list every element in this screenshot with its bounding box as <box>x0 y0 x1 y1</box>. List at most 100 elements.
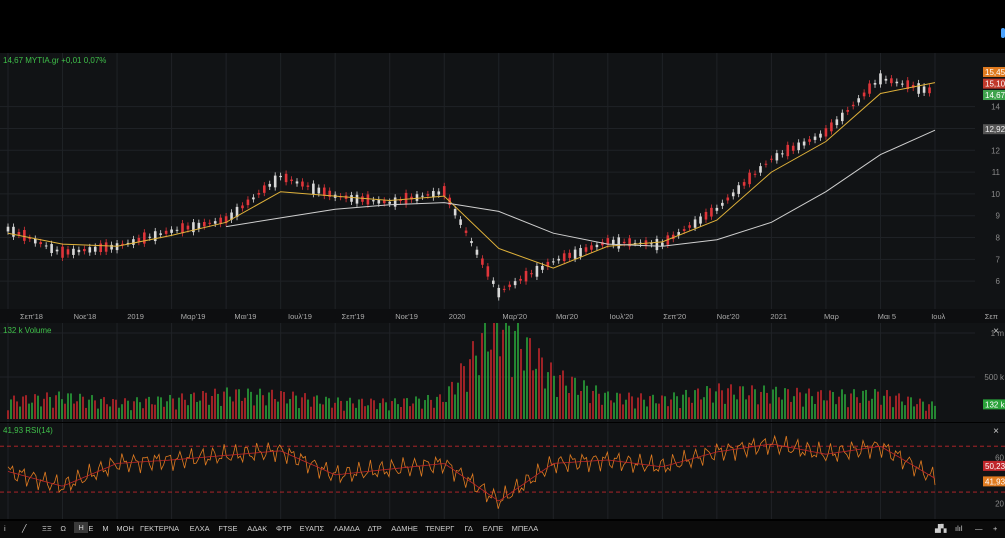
x-tick-label: Σεπ'19 <box>342 312 365 321</box>
toolbar-item[interactable]: ΕΥΑΠΣ <box>300 524 325 533</box>
toolbar-item[interactable]: FTSE <box>218 524 237 533</box>
toolbar-item[interactable]: Η <box>74 522 87 533</box>
volume-bar <box>463 366 465 419</box>
volume-bar <box>709 388 711 419</box>
volume-bar <box>88 400 90 419</box>
draw-line-icon[interactable]: ╱ <box>22 524 27 533</box>
candle-body <box>792 146 795 151</box>
volume-bar <box>754 389 756 419</box>
toolbar-item[interactable]: ΞΞ <box>42 524 52 533</box>
toolbar-item[interactable]: ΔΤΡ <box>368 524 382 533</box>
bars-icon[interactable]: ılıl <box>955 524 963 533</box>
volume-bar <box>406 398 408 419</box>
volume-bar <box>826 400 828 419</box>
toolbar-item[interactable]: ΓΔ <box>464 524 472 533</box>
candle-body <box>754 174 757 175</box>
volume-bar <box>658 404 660 419</box>
toolbar-item[interactable]: ΛΑΜΔΑ <box>334 524 360 533</box>
price-y-tick: 10 <box>991 190 1000 199</box>
volume-bar <box>10 399 12 419</box>
time-axis: Σεπ'18 Νοε'18 2019 Μαρ'19 Μαι'19 Ιουλ'19 Σεπ'1… <box>0 309 1005 323</box>
minus-icon[interactable]: — <box>975 524 983 533</box>
volume-bar <box>565 386 567 419</box>
candle-body <box>879 73 882 84</box>
volume-bar <box>103 397 105 419</box>
volume-bar <box>925 411 927 419</box>
volume-bar <box>148 397 150 419</box>
x-tick-label: Σεπ <box>985 312 998 321</box>
volume-bar <box>205 393 207 419</box>
volume-bar <box>832 392 834 419</box>
rsi-label: 50,23 <box>985 462 1005 471</box>
toolbar-item[interactable]: ΤΕΝΕΡΓ <box>425 524 454 533</box>
volume-bar <box>391 401 393 419</box>
volume-bar <box>607 391 609 419</box>
volume-bar <box>472 341 474 419</box>
toolbar-item[interactable]: Ω <box>60 524 66 533</box>
candle-body <box>808 139 811 142</box>
toolbar-item[interactable]: ΓΕΚΤΕΡΝΑ <box>140 524 179 533</box>
volume-bar <box>748 395 750 419</box>
volume-bar <box>181 393 183 419</box>
volume-bar <box>880 405 882 419</box>
ma200-label: 12,92 <box>985 125 1005 134</box>
volume-bar <box>919 399 921 419</box>
volume-bar <box>274 399 276 419</box>
volume-bar <box>541 358 543 419</box>
volume-bar <box>538 348 540 419</box>
toolbar-item[interactable]: ΦΤΡ <box>276 524 292 533</box>
candle-body <box>836 119 839 125</box>
toolbar-item[interactable]: ΕΛΧΑ <box>190 524 210 533</box>
crosshair-icon[interactable]: + <box>993 524 997 533</box>
candle-body <box>776 153 779 160</box>
x-tick-label: Ιουλ'19 <box>288 312 312 321</box>
volume-bar <box>784 388 786 419</box>
volume-bar <box>847 407 849 419</box>
candle-body <box>492 281 495 284</box>
volume-bar <box>625 400 627 419</box>
volume-bar <box>595 385 597 419</box>
scroll-handle[interactable] <box>1001 28 1005 38</box>
volume-bar <box>676 396 678 419</box>
volume-bar <box>580 391 582 419</box>
candle-body <box>214 221 217 224</box>
toolbar-item[interactable]: Μ <box>102 524 108 533</box>
candle-body <box>781 153 784 154</box>
candle-body <box>683 229 686 231</box>
volume-bar <box>37 396 39 419</box>
toolbar-item[interactable]: ΑΔΑΚ <box>247 524 267 533</box>
volume-bar <box>877 392 879 419</box>
toolbar-item[interactable]: ΜΟΗ <box>116 524 134 533</box>
volume-bar <box>235 389 237 419</box>
volume-bar <box>340 401 342 419</box>
volume-bar <box>244 398 246 419</box>
toolbar-item[interactable]: ΑΔΜΗΕ <box>391 524 418 533</box>
volume-bar <box>475 356 477 419</box>
volume-close-icon[interactable]: × <box>993 326 999 337</box>
candle-body <box>721 203 724 206</box>
volume-bar <box>718 383 720 419</box>
toolbar-item[interactable]: Ε <box>88 524 93 533</box>
volume-y-tick: 500 k <box>984 373 1005 382</box>
candle-body <box>56 250 59 252</box>
rsi-chart[interactable]: 60 20 50,23 41,93 <box>0 423 1005 519</box>
candle-body <box>688 225 691 227</box>
info-icon[interactable]: i <box>4 524 6 533</box>
volume-bar <box>682 395 684 419</box>
price-label: 15,10 <box>985 80 1005 89</box>
volume-chart[interactable]: 1 m 500 k 132 k <box>0 323 1005 422</box>
volume-bar <box>781 400 783 419</box>
volume-bar <box>634 408 636 419</box>
candle-body <box>34 239 37 244</box>
volume-bar <box>403 399 405 419</box>
volume-bar <box>850 393 852 419</box>
candle-body <box>814 137 817 140</box>
candle-body <box>88 247 91 252</box>
x-tick-label: Νοε'18 <box>74 312 97 321</box>
toolbar-item[interactable]: ΕΛΠΕ <box>483 524 503 533</box>
candle-body <box>165 231 168 234</box>
chart-type-icon[interactable]: ▟▚ <box>935 524 947 533</box>
toolbar-item[interactable]: ΜΠΕΛΑ <box>512 524 539 533</box>
rsi-close-icon[interactable]: × <box>993 426 999 437</box>
